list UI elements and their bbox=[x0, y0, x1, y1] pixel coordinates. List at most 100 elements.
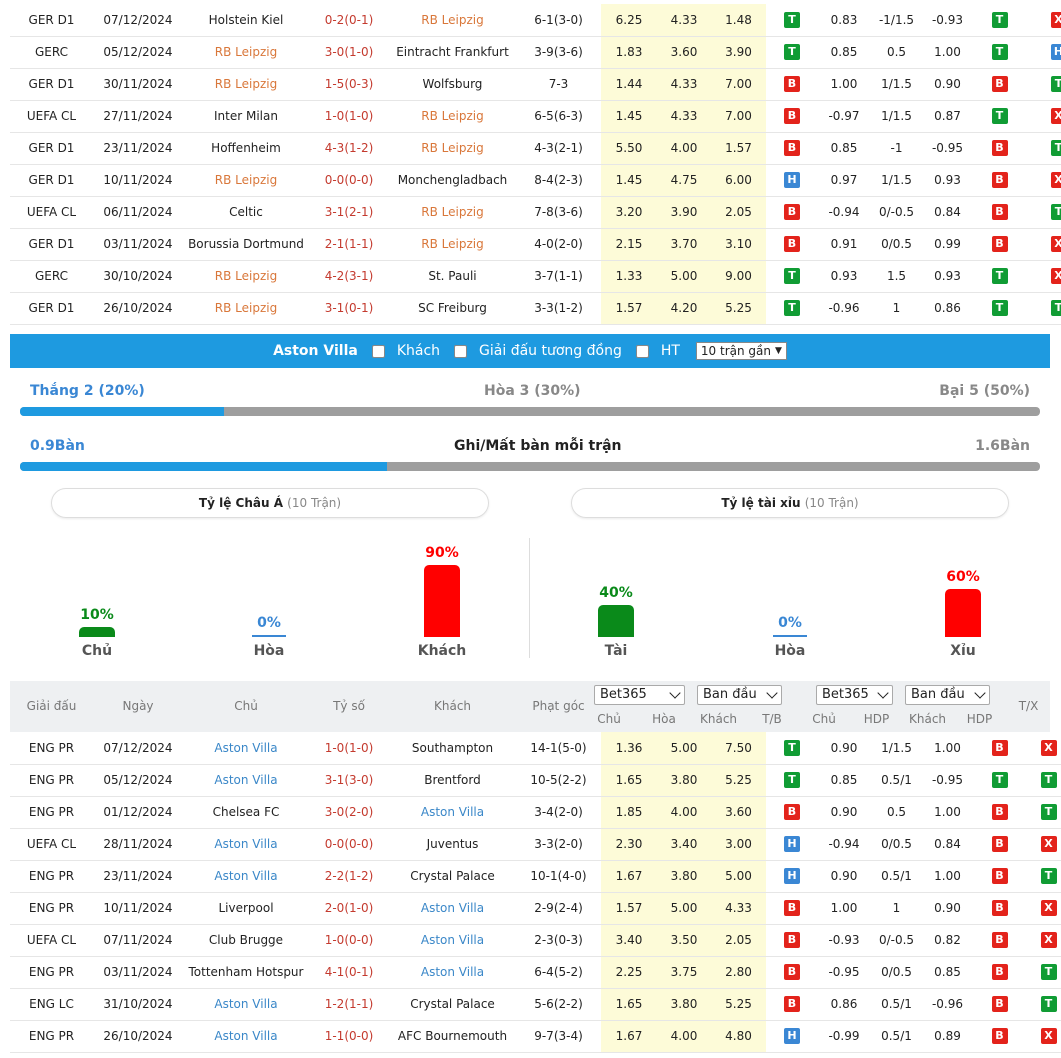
ah-home-cell: -0.94 bbox=[828, 837, 860, 851]
same-league-checkbox[interactable] bbox=[454, 344, 468, 358]
odds-home-cell: 1.57 bbox=[601, 292, 657, 325]
ah-hdp-cell-wrap: 0/-0.5 bbox=[870, 196, 923, 229]
corner-cell: 6-4(5-2) bbox=[534, 965, 583, 979]
ah-result-badge: B bbox=[991, 868, 1008, 884]
home-team-cell[interactable]: Aston Villa bbox=[214, 997, 278, 1011]
away-team-cell[interactable]: Aston Villa bbox=[420, 805, 485, 819]
date-cell: 05/12/2024 bbox=[103, 773, 173, 787]
ah-home-cell-wrap: 0.93 bbox=[818, 260, 870, 293]
away-team-cell[interactable]: Aston Villa bbox=[420, 965, 485, 979]
away-team-cell[interactable]: SC Freiburg bbox=[418, 301, 487, 315]
home-team-cell[interactable]: Chelsea FC bbox=[212, 805, 280, 819]
score-cell-wrap: 0-0(0-0) bbox=[309, 164, 389, 197]
ht-checkbox-label: HT bbox=[660, 343, 680, 359]
ah-away-cell: -0.93 bbox=[931, 12, 964, 27]
result-badge: B bbox=[784, 108, 800, 124]
ah-home-cell-wrap: -0.95 bbox=[818, 956, 870, 989]
ah-result-badge-cell: B bbox=[972, 796, 1027, 829]
away-team-cell-wrap: Southampton bbox=[389, 732, 516, 765]
odds-type-select-ah[interactable]: Ban đầu bbox=[905, 685, 990, 705]
home-team-cell[interactable]: Holstein Kiel bbox=[208, 12, 284, 27]
away-team-cell[interactable]: Crystal Palace bbox=[410, 997, 495, 1011]
home-team-cell[interactable]: RB Leipzig bbox=[214, 301, 278, 315]
corner-cell: 6-5(6-3) bbox=[534, 109, 583, 123]
league-cell: ENG PR bbox=[28, 740, 75, 755]
home-team-cell[interactable]: Aston Villa bbox=[214, 837, 278, 851]
match-count-select[interactable]: 10 trận gần ▼ bbox=[695, 342, 787, 360]
ah-hdp-cell-wrap: 0.5/1 bbox=[870, 860, 923, 893]
score-cell: 2-1(1-1) bbox=[324, 237, 374, 251]
league-cell: GER D1 bbox=[28, 12, 75, 27]
away-team-cell[interactable]: St. Pauli bbox=[428, 269, 477, 283]
home-team-cell[interactable]: RB Leipzig bbox=[214, 173, 278, 187]
home-team-cell[interactable]: Borussia Dortmund bbox=[188, 237, 304, 251]
ou-result-badge: X bbox=[1040, 900, 1057, 916]
ou-result-badge-cell: X bbox=[1027, 164, 1061, 197]
away-team-cell[interactable]: RB Leipzig bbox=[421, 109, 484, 123]
away-team-cell[interactable]: AFC Bournemouth bbox=[397, 1029, 508, 1043]
home-team-cell[interactable]: Celtic bbox=[229, 205, 263, 219]
away-team-cell[interactable]: Crystal Palace bbox=[410, 869, 495, 883]
bookmaker-select-ah[interactable]: Bet365 bbox=[816, 685, 893, 705]
away-team-cell[interactable]: Brentford bbox=[424, 773, 481, 787]
home-team-cell[interactable]: Liverpool bbox=[218, 901, 274, 915]
ah-home-cell-wrap: 0.85 bbox=[818, 132, 870, 165]
home-team-cell[interactable]: RB Leipzig bbox=[214, 45, 278, 59]
result-badge: B bbox=[784, 996, 800, 1012]
odds-away-cell: 3.00 bbox=[711, 828, 766, 861]
away-team-cell[interactable]: RB Leipzig bbox=[421, 141, 484, 155]
col-ah-hdp: HDP bbox=[863, 712, 890, 726]
ah-home-cell: 0.97 bbox=[830, 173, 858, 187]
col-corner: Phạt góc bbox=[532, 699, 585, 713]
home-team-cell[interactable]: RB Leipzig bbox=[214, 269, 278, 283]
result-badge-cell: B bbox=[766, 132, 818, 165]
away-team-cell[interactable]: RB Leipzig bbox=[421, 237, 484, 251]
home-team-cell[interactable]: Aston Villa bbox=[214, 869, 278, 883]
away-team-cell[interactable]: Aston Villa bbox=[420, 933, 485, 947]
score-cell-wrap: 3-0(2-0) bbox=[309, 796, 389, 829]
asian-title: Tỷ lệ Châu Á bbox=[198, 496, 283, 510]
home-team-cell[interactable]: Aston Villa bbox=[214, 740, 278, 755]
home-team-cell-wrap: Inter Milan bbox=[183, 100, 309, 133]
away-team-cell-wrap: RB Leipzig bbox=[389, 196, 516, 229]
ah-hdp-cell: 1/1.5 bbox=[881, 740, 912, 755]
away-team-cell[interactable]: Juventus bbox=[426, 837, 479, 851]
league-cell: ENG PR bbox=[28, 805, 75, 819]
away-team-cell[interactable]: Eintracht Frankfurt bbox=[396, 45, 509, 59]
col-odds-home: Chủ bbox=[597, 712, 621, 726]
away-team-cell[interactable]: Wolfsburg bbox=[422, 77, 483, 91]
away-team-cell[interactable]: RB Leipzig bbox=[421, 12, 484, 27]
chevron-down-icon: ▼ bbox=[775, 346, 782, 356]
home-team-cell[interactable]: Inter Milan bbox=[214, 109, 278, 123]
ou-result-badge: T bbox=[1050, 204, 1061, 220]
away-checkbox-label: Khách bbox=[396, 343, 441, 359]
home-team-cell[interactable]: Tottenham Hotspur bbox=[188, 965, 304, 979]
odds-type-select-1x2[interactable]: Ban đầu bbox=[697, 685, 782, 705]
home-team-cell[interactable]: Club Brugge bbox=[208, 933, 284, 947]
ou-result-badge: X bbox=[1050, 11, 1061, 28]
ah-away-cell: 0.93 bbox=[934, 173, 961, 187]
bookmaker-select-1x2[interactable]: Bet365 bbox=[594, 685, 685, 705]
win-count: Thắng 2 (20%) bbox=[30, 383, 145, 399]
ht-checkbox[interactable] bbox=[635, 344, 649, 358]
home-team-cell[interactable]: Aston Villa bbox=[214, 773, 278, 787]
ah-home-cell-wrap: -0.93 bbox=[818, 924, 870, 957]
away-team-cell[interactable]: Monchengladbach bbox=[397, 173, 508, 187]
home-team-cell[interactable]: Hoffenheim bbox=[211, 141, 281, 155]
ah-home-cell-wrap: 0.90 bbox=[818, 860, 870, 893]
corner-cell-wrap: 10-5(2-2) bbox=[516, 764, 601, 797]
ah-result-badge-cell: B bbox=[972, 860, 1027, 893]
home-team-cell-wrap: Chelsea FC bbox=[183, 796, 309, 829]
away-team-cell[interactable]: Southampton bbox=[411, 740, 494, 755]
ah-result-badge-cell: T bbox=[972, 4, 1027, 37]
date-cell-wrap: 05/12/2024 bbox=[93, 764, 183, 797]
away-team-cell[interactable]: Aston Villa bbox=[420, 901, 485, 915]
league-cell-wrap: UEFA CL bbox=[10, 924, 93, 957]
asian-bar-rect bbox=[424, 565, 460, 637]
corner-cell: 8-4(2-3) bbox=[534, 173, 583, 187]
home-team-cell[interactable]: RB Leipzig bbox=[214, 77, 278, 91]
away-team-cell[interactable]: RB Leipzig bbox=[421, 205, 484, 219]
ah-result-badge-cell: B bbox=[972, 924, 1027, 957]
home-team-cell[interactable]: Aston Villa bbox=[214, 1029, 278, 1043]
away-checkbox[interactable] bbox=[371, 344, 385, 358]
